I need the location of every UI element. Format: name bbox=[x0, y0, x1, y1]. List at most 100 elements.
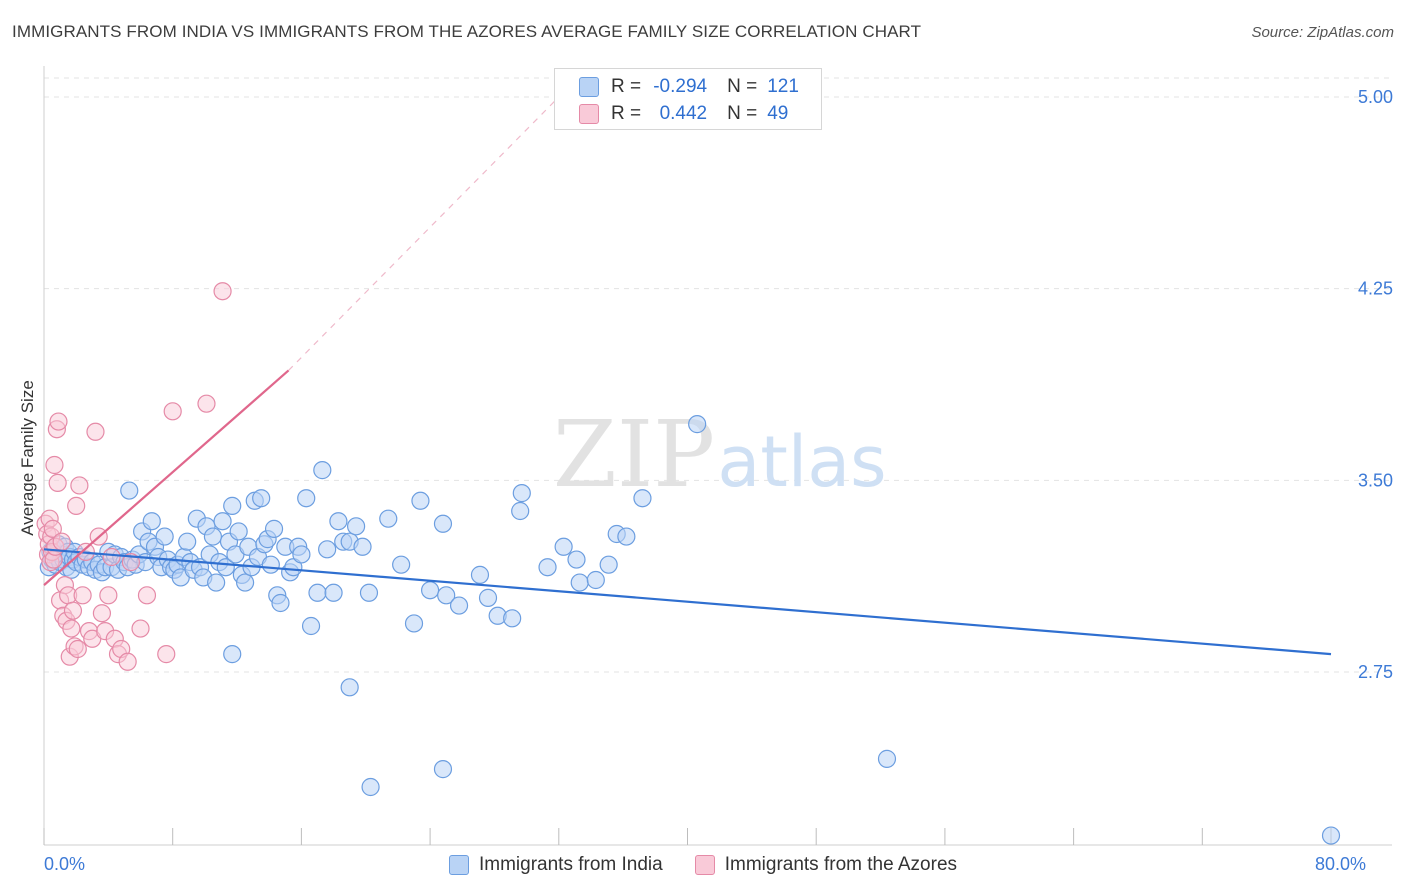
india-point bbox=[346, 517, 366, 536]
azores-point bbox=[99, 586, 118, 605]
india-point bbox=[292, 545, 311, 564]
india-point bbox=[229, 522, 248, 541]
india-point bbox=[470, 565, 490, 584]
india-point bbox=[223, 496, 242, 515]
india-point bbox=[586, 570, 605, 590]
india-point bbox=[421, 581, 440, 600]
x-tick-label-max: 80.0% bbox=[1315, 854, 1366, 874]
india-point bbox=[261, 555, 280, 574]
azores-point bbox=[131, 619, 150, 638]
x-tick-label-min: 0.0% bbox=[44, 854, 85, 874]
azores-point bbox=[49, 412, 68, 431]
india-point bbox=[433, 514, 453, 533]
india-swatch bbox=[579, 77, 599, 97]
india-point bbox=[404, 614, 424, 633]
azores-point bbox=[67, 496, 86, 515]
azores-point bbox=[118, 652, 137, 671]
india-r-value: -0.294 bbox=[653, 76, 708, 97]
azores-trend-extension bbox=[288, 96, 560, 371]
india-point bbox=[379, 509, 398, 528]
india-point bbox=[359, 583, 379, 602]
india-point bbox=[324, 583, 343, 602]
azores-swatch bbox=[579, 104, 599, 124]
india-point bbox=[877, 749, 897, 768]
india-point bbox=[271, 593, 290, 613]
axes bbox=[43, 66, 1392, 846]
azores-trend-line bbox=[43, 369, 290, 586]
india-point bbox=[178, 532, 197, 551]
azores-point bbox=[52, 532, 71, 551]
legend-india-label: Immigrants from India bbox=[478, 854, 663, 875]
india-point bbox=[223, 645, 242, 664]
azores-point bbox=[73, 586, 92, 605]
azores-point bbox=[163, 402, 182, 421]
bottom-legend: Immigrants from India Immigrants from th… bbox=[0, 852, 1406, 878]
india-point bbox=[203, 527, 223, 546]
y-tick-labels: 5.00 4.25 3.50 2.75 bbox=[1358, 87, 1393, 682]
azores-point bbox=[121, 553, 140, 572]
y-tick-label-3.50: 3.50 bbox=[1358, 470, 1393, 490]
legend-azores-swatch bbox=[694, 855, 715, 875]
india-point bbox=[264, 519, 284, 538]
azores-point bbox=[68, 639, 87, 659]
india-point bbox=[252, 489, 271, 508]
india-point bbox=[329, 512, 348, 531]
legend-india-swatch bbox=[448, 855, 469, 875]
azores-n-value: 49 bbox=[767, 103, 789, 124]
india-point bbox=[478, 588, 498, 607]
india-n-value: 121 bbox=[767, 76, 799, 97]
azores-point bbox=[197, 394, 216, 413]
azores-r-label: R = bbox=[611, 103, 642, 124]
india-trend-line bbox=[43, 548, 1332, 656]
india-point bbox=[213, 512, 232, 531]
india-point bbox=[308, 583, 327, 602]
azores-point bbox=[48, 473, 67, 492]
watermark-zip: ZIP bbox=[553, 401, 715, 508]
legend-item-azores[interactable]: Immigrants from the Azores bbox=[694, 854, 957, 876]
india-point bbox=[437, 586, 456, 605]
india-point bbox=[155, 527, 174, 546]
india-point bbox=[538, 558, 557, 577]
azores-point bbox=[92, 604, 112, 623]
india-point bbox=[142, 512, 161, 531]
india-point bbox=[633, 489, 652, 508]
india-point bbox=[318, 540, 337, 559]
india-point bbox=[570, 573, 589, 592]
india-point bbox=[688, 415, 707, 434]
azores-point bbox=[213, 282, 232, 301]
india-points bbox=[39, 415, 1341, 845]
india-point bbox=[207, 573, 226, 592]
india-point bbox=[411, 491, 430, 510]
india-point bbox=[392, 555, 411, 574]
stats-row-azores: R = 0.442 N = 49 bbox=[579, 102, 788, 126]
y-tick-label-2.75: 2.75 bbox=[1358, 662, 1393, 682]
azores-n-label: N = bbox=[727, 103, 758, 124]
india-point bbox=[235, 573, 255, 592]
india-point bbox=[554, 537, 573, 556]
india-point bbox=[503, 609, 522, 628]
azores-point bbox=[70, 476, 89, 495]
azores-point bbox=[137, 586, 157, 605]
azores-point bbox=[63, 601, 83, 620]
india-point bbox=[284, 558, 303, 577]
india-point bbox=[512, 484, 531, 503]
india-point bbox=[433, 760, 453, 779]
india-point bbox=[361, 777, 380, 797]
india-point bbox=[617, 527, 636, 546]
azores-r-value: 0.442 bbox=[659, 103, 708, 124]
azores-point bbox=[157, 645, 176, 664]
watermark-atlas: atlas bbox=[717, 421, 886, 503]
india-point bbox=[449, 596, 469, 615]
azores-point bbox=[86, 422, 105, 441]
y-tick-label-4.25: 4.25 bbox=[1358, 279, 1393, 299]
india-r-label: R = bbox=[611, 76, 642, 97]
india-point bbox=[301, 616, 321, 636]
india-point bbox=[567, 550, 586, 569]
source-credit: Source: ZipAtlas.com bbox=[1251, 24, 1394, 41]
legend-item-india[interactable]: Immigrants from India bbox=[448, 854, 663, 876]
azores-point bbox=[62, 619, 81, 638]
trend-lines bbox=[43, 96, 1332, 656]
stats-legend: R = -0.294 N = 121 R = 0.442 N = 49 bbox=[554, 68, 822, 130]
india-point bbox=[599, 555, 618, 574]
